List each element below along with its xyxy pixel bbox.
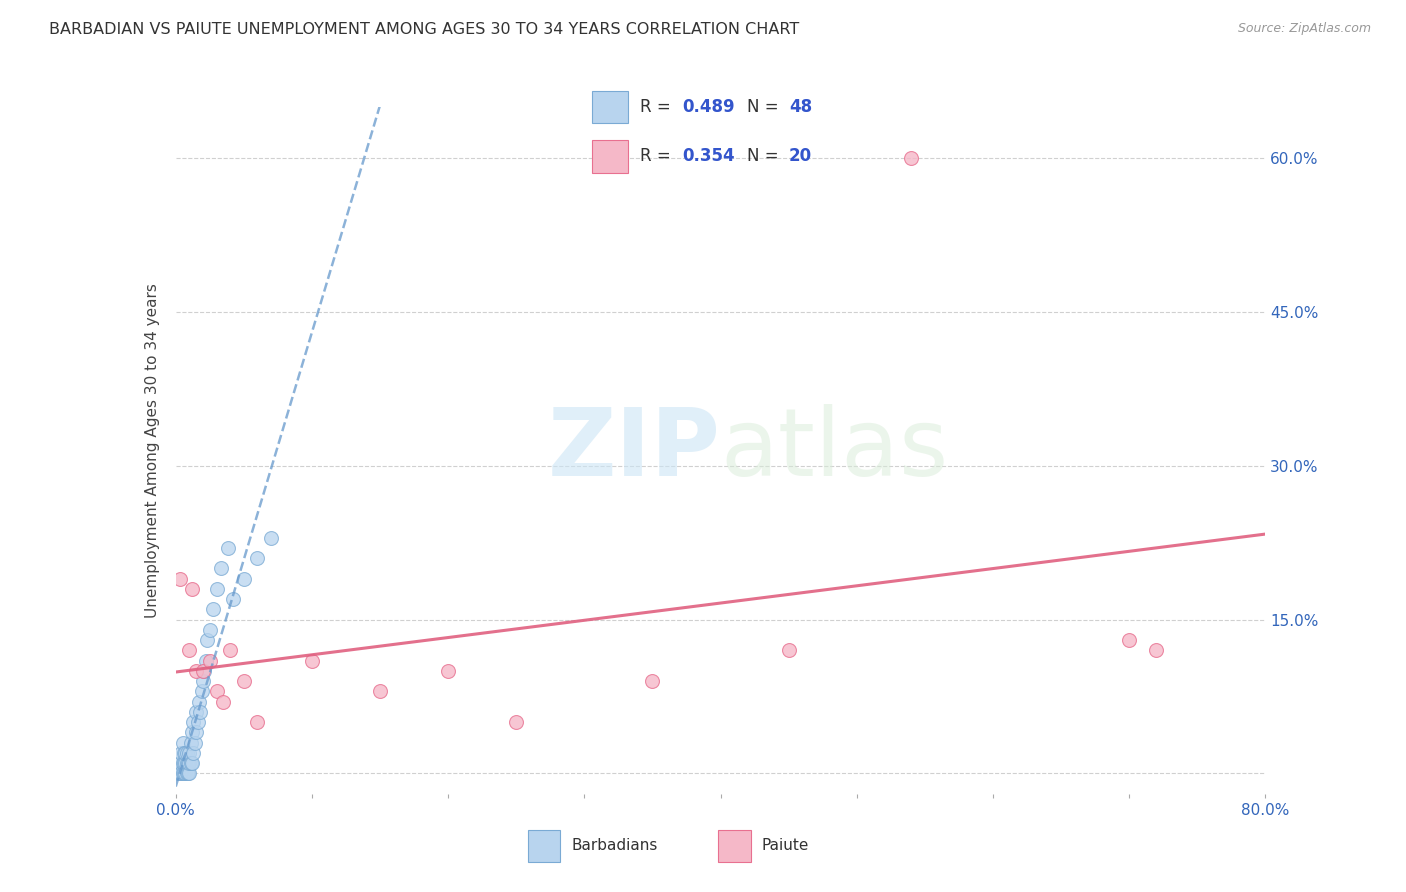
- Point: [174, 766, 197, 780]
- Point: [176, 766, 198, 780]
- Point: [368, 684, 391, 698]
- Point: [217, 541, 239, 555]
- Point: [194, 654, 217, 668]
- Point: [209, 561, 232, 575]
- Point: [198, 654, 221, 668]
- Text: atlas: atlas: [721, 404, 949, 497]
- Text: 0.354: 0.354: [682, 147, 734, 165]
- Point: [184, 736, 207, 750]
- Point: [179, 643, 201, 657]
- Point: [778, 643, 800, 657]
- Text: R =: R =: [640, 98, 676, 116]
- Point: [1144, 643, 1167, 657]
- Point: [173, 756, 195, 771]
- Bar: [527, 830, 561, 863]
- Point: [173, 766, 195, 780]
- Point: [193, 664, 215, 678]
- Text: BARBADIAN VS PAIUTE UNEMPLOYMENT AMONG AGES 30 TO 34 YEARS CORRELATION CHART: BARBADIAN VS PAIUTE UNEMPLOYMENT AMONG A…: [49, 22, 800, 37]
- Y-axis label: Unemployment Among Ages 30 to 34 years: Unemployment Among Ages 30 to 34 years: [145, 283, 160, 618]
- Point: [246, 551, 269, 566]
- Point: [188, 705, 211, 719]
- Point: [195, 633, 218, 648]
- Text: ZIP: ZIP: [548, 404, 721, 497]
- Point: [201, 602, 224, 616]
- Text: Paiute: Paiute: [762, 838, 808, 853]
- Point: [246, 715, 269, 730]
- Point: [205, 582, 228, 596]
- Point: [179, 766, 201, 780]
- Text: N =: N =: [747, 98, 783, 116]
- Point: [437, 664, 460, 678]
- Point: [181, 756, 204, 771]
- Point: [170, 746, 193, 760]
- Point: [641, 674, 664, 689]
- Text: 48: 48: [789, 98, 811, 116]
- Point: [191, 664, 214, 678]
- Text: R =: R =: [640, 147, 676, 165]
- Point: [172, 756, 194, 771]
- Point: [183, 715, 205, 730]
- Point: [186, 664, 208, 678]
- Point: [222, 592, 245, 607]
- Point: [183, 746, 205, 760]
- Point: [219, 643, 242, 657]
- Point: [186, 715, 209, 730]
- Point: [505, 715, 527, 730]
- Point: [176, 746, 198, 760]
- Point: [232, 674, 254, 689]
- Point: [169, 766, 191, 780]
- Point: [174, 756, 197, 771]
- Point: [181, 582, 204, 596]
- Point: [180, 736, 202, 750]
- Point: [170, 766, 193, 780]
- Point: [191, 674, 214, 689]
- Text: 0.489: 0.489: [682, 98, 734, 116]
- Text: 20: 20: [789, 147, 811, 165]
- Point: [301, 654, 323, 668]
- Bar: [717, 830, 751, 863]
- Point: [179, 756, 201, 771]
- Point: [205, 684, 228, 698]
- Point: [190, 684, 212, 698]
- Point: [186, 725, 208, 739]
- Point: [212, 695, 235, 709]
- Bar: [592, 140, 628, 173]
- Point: [169, 756, 191, 771]
- Point: [172, 766, 194, 780]
- Bar: [592, 91, 628, 123]
- Point: [181, 725, 204, 739]
- Point: [177, 756, 200, 771]
- Point: [232, 572, 254, 586]
- Point: [174, 746, 197, 760]
- Point: [176, 756, 198, 771]
- Point: [172, 736, 194, 750]
- Point: [177, 766, 200, 780]
- Point: [187, 695, 209, 709]
- Point: [169, 572, 191, 586]
- Point: [260, 531, 283, 545]
- Point: [173, 746, 195, 760]
- Point: [1118, 633, 1140, 648]
- Text: Barbadians: Barbadians: [571, 838, 658, 853]
- Point: [198, 623, 221, 637]
- Point: [167, 766, 190, 780]
- Point: [179, 746, 201, 760]
- Point: [186, 705, 208, 719]
- Point: [180, 756, 202, 771]
- Text: N =: N =: [747, 147, 783, 165]
- Text: Source: ZipAtlas.com: Source: ZipAtlas.com: [1237, 22, 1371, 36]
- Point: [900, 151, 922, 165]
